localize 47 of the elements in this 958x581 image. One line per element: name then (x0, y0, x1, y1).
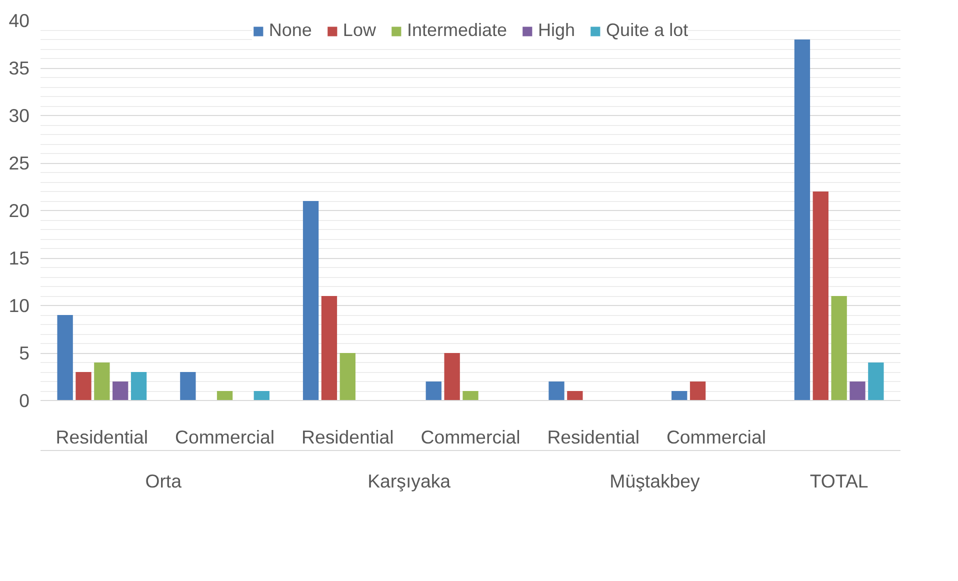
y-tick-label: 0 (19, 390, 30, 411)
x-tick-label: Commercial (666, 426, 766, 448)
y-tick-label: 40 (8, 10, 30, 31)
text: TOTAL (810, 470, 868, 492)
bar (216, 391, 233, 400)
bar (321, 296, 338, 400)
legend-label: None (268, 20, 312, 41)
bar (831, 296, 847, 400)
bar (254, 391, 270, 400)
legend-label: High (538, 20, 576, 41)
legend-label: Low (342, 20, 376, 41)
bar (567, 391, 583, 400)
legend-label: Quite a lot (606, 20, 688, 41)
bar (180, 372, 196, 400)
text: Orta (145, 470, 182, 492)
y-tick-label: 20 (8, 200, 30, 221)
bar (548, 382, 564, 400)
x-tick-label: Residential (301, 426, 394, 448)
bar (812, 192, 828, 400)
bar (94, 362, 110, 400)
text: Karşıyaka (368, 470, 452, 492)
x-tick-label: Residential (56, 426, 148, 448)
bar (462, 391, 478, 400)
bar (868, 362, 884, 400)
x-tick-label: Residential (547, 426, 640, 448)
bar (112, 382, 128, 400)
legend-label: Intermediate (406, 20, 508, 41)
bar (302, 201, 319, 400)
bar (444, 353, 460, 400)
bar (57, 315, 73, 400)
y-tick-label: 5 (19, 342, 30, 364)
y-tick-label: 15 (8, 248, 30, 268)
text: Müştakbey (610, 470, 701, 492)
bar (672, 391, 688, 400)
bar (340, 353, 356, 400)
bar (850, 382, 866, 400)
bar (76, 372, 92, 400)
x-tick-label: Commercial (420, 426, 520, 448)
y-tick-label: 10 (8, 295, 30, 316)
bar (426, 382, 442, 400)
bar (130, 372, 147, 400)
y-tick-label: 35 (8, 58, 30, 78)
x-tick-label: Commercial (175, 426, 275, 448)
bar (794, 40, 810, 400)
y-tick-label: 30 (8, 105, 30, 126)
bar (690, 382, 706, 400)
y-tick-label: 25 (8, 152, 30, 174)
